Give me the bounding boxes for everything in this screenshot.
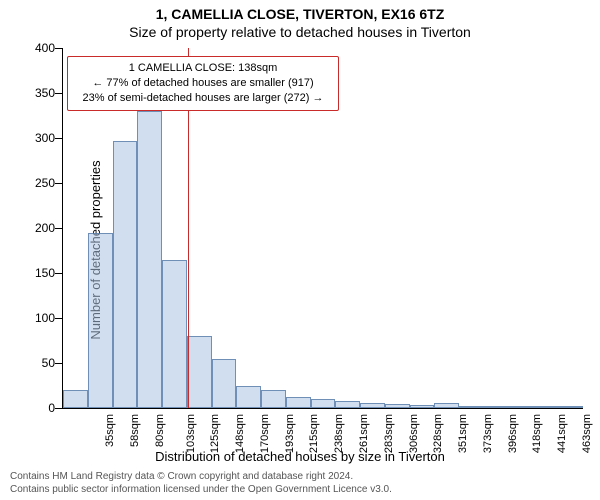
y-tick <box>55 273 63 274</box>
y-tick <box>55 228 63 229</box>
bar <box>410 405 435 408</box>
bar <box>261 390 286 408</box>
bar <box>212 359 237 409</box>
bar <box>509 406 534 408</box>
y-tick <box>55 408 63 409</box>
bar <box>187 336 212 408</box>
chart-title: 1, CAMELLIA CLOSE, TIVERTON, EX16 6TZ <box>0 6 600 22</box>
plot-area: 1 CAMELLIA CLOSE: 138sqm ← 77% of detach… <box>62 48 583 409</box>
annotation-line-1: 1 CAMELLIA CLOSE: 138sqm <box>74 61 332 76</box>
bar <box>534 406 559 408</box>
y-tick-label: 300 <box>35 131 55 145</box>
x-tick-label: 351sqm <box>457 414 469 453</box>
bar <box>63 390 88 408</box>
bar <box>311 399 336 408</box>
chart-subtitle: Size of property relative to detached ho… <box>0 24 600 40</box>
x-tick-label: 463sqm <box>581 414 593 453</box>
y-tick-label: 150 <box>35 266 55 280</box>
y-tick <box>55 183 63 184</box>
x-tick-label: 148sqm <box>234 414 246 453</box>
attribution: Contains HM Land Registry data © Crown c… <box>10 471 590 496</box>
attribution-line-2: Contains public sector information licen… <box>10 484 590 497</box>
chart-page: 1, CAMELLIA CLOSE, TIVERTON, EX16 6TZ Si… <box>0 0 600 500</box>
y-tick-label: 400 <box>35 41 55 55</box>
bar <box>286 397 311 408</box>
x-tick-label: 170sqm <box>259 414 271 453</box>
x-tick-label: 238sqm <box>333 414 345 453</box>
x-tick-label: 193sqm <box>284 414 296 453</box>
y-tick-label: 350 <box>35 86 55 100</box>
y-tick <box>55 93 63 94</box>
x-tick-label: 35sqm <box>104 414 116 447</box>
y-tick <box>55 48 63 49</box>
bar <box>162 260 187 409</box>
x-axis-label: Distribution of detached houses by size … <box>0 449 600 464</box>
x-tick-label: 418sqm <box>531 414 543 453</box>
bar <box>434 403 459 408</box>
y-tick <box>55 318 63 319</box>
x-tick-label: 261sqm <box>358 414 370 453</box>
x-tick-label: 125sqm <box>210 414 222 453</box>
bar <box>88 233 113 409</box>
y-tick-label: 200 <box>35 221 55 235</box>
annotation-line-2: ← 77% of detached houses are smaller (91… <box>74 76 332 91</box>
bar <box>558 406 583 408</box>
bar <box>385 404 410 408</box>
x-tick-label: 441sqm <box>556 414 568 453</box>
y-tick <box>55 363 63 364</box>
bar <box>360 403 385 408</box>
x-tick-label: 283sqm <box>383 414 395 453</box>
annotation-box: 1 CAMELLIA CLOSE: 138sqm ← 77% of detach… <box>67 56 339 111</box>
x-tick-label: 373sqm <box>482 414 494 453</box>
x-tick-label: 103sqm <box>185 414 197 453</box>
x-tick-label: 215sqm <box>309 414 321 453</box>
bar <box>113 141 138 408</box>
annotation-line-3: 23% of semi-detached houses are larger (… <box>74 91 332 106</box>
bar <box>484 406 509 408</box>
bar <box>236 386 261 409</box>
y-tick-label: 100 <box>35 311 55 325</box>
x-tick-label: 396sqm <box>507 414 519 453</box>
y-tick-label: 250 <box>35 176 55 190</box>
bar <box>459 406 484 408</box>
y-tick-label: 50 <box>42 356 55 370</box>
bar <box>137 111 162 408</box>
attribution-line-1: Contains HM Land Registry data © Crown c… <box>10 471 590 484</box>
x-tick-label: 328sqm <box>432 414 444 453</box>
y-tick-label: 0 <box>48 401 55 415</box>
y-tick <box>55 138 63 139</box>
x-tick-label: 306sqm <box>408 414 420 453</box>
bar <box>335 401 360 408</box>
x-tick-label: 58sqm <box>129 414 141 447</box>
x-tick-label: 80sqm <box>154 414 166 447</box>
